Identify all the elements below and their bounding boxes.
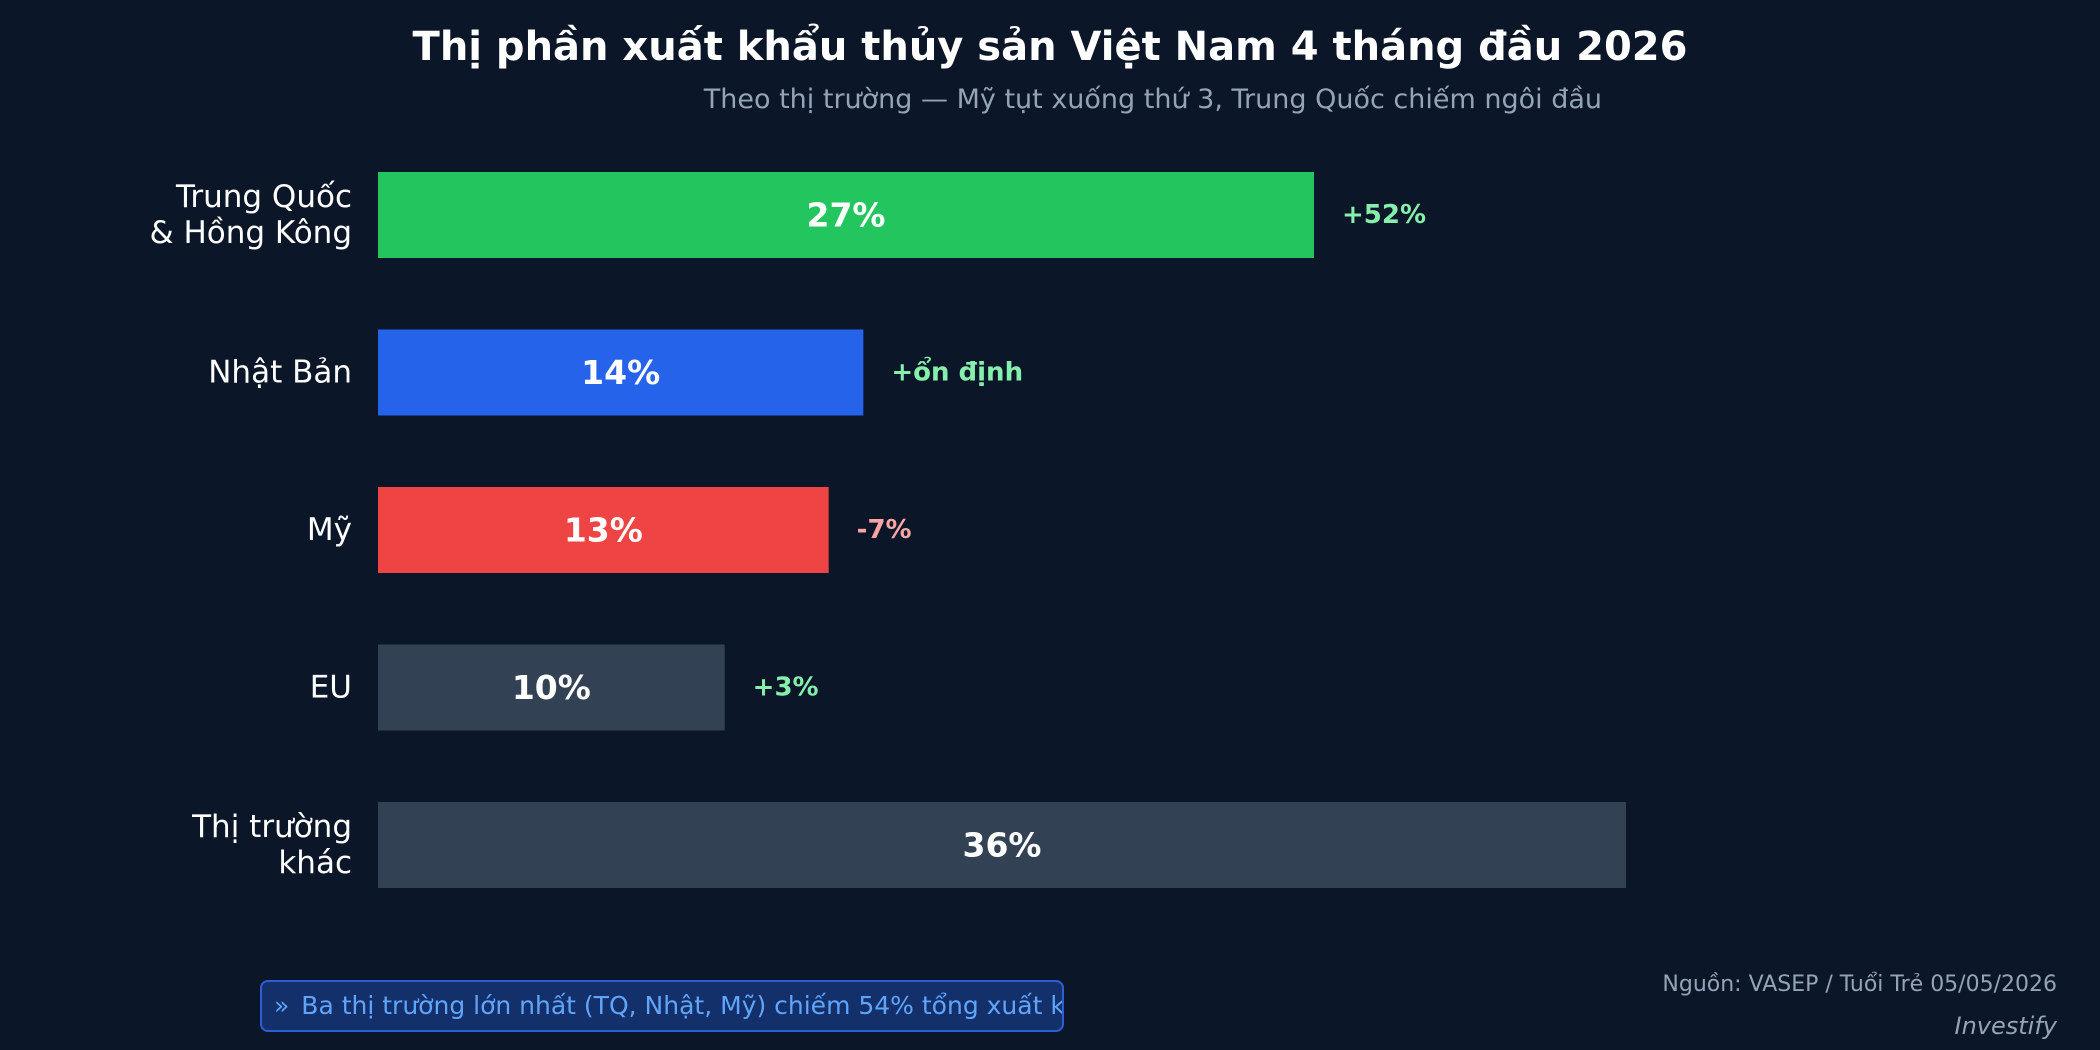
bar-my (378, 487, 829, 573)
bar-nhat-ban (378, 329, 864, 416)
change-label: -7% (857, 515, 912, 545)
category-label: Nhật Bản (208, 355, 352, 391)
bar-eu (378, 644, 725, 731)
category-label: Thị trường khác (191, 809, 352, 881)
change-label: +52% (1342, 200, 1426, 230)
chart-subtitle: Theo thị trường — Mỹ tụt xuống thứ 3, Tr… (703, 84, 1602, 115)
bar-trung-quoc-hong-kong (378, 172, 1314, 258)
source-note: Nguồn: VASEP / Tuổi Trẻ 05/05/2026 (1662, 972, 2057, 997)
change-label: +3% (753, 673, 819, 703)
category-label: Trung Quốc & Hồng Kông (149, 179, 352, 251)
change-label: +ổn định (891, 355, 1023, 388)
category-label: Mỹ (307, 512, 352, 548)
bar-value-label: 13% (564, 511, 643, 550)
category-label: EU (310, 670, 352, 706)
chart-title: Thị phần xuất khẩu thủy sản Việt Nam 4 t… (412, 24, 1688, 70)
chevron-right-icon: » (274, 991, 290, 1020)
bar-value-label: 36% (963, 826, 1042, 865)
callout-box: » Ba thị trường lớn nhất (TQ, Nhật, Mỹ) c… (260, 980, 1064, 1032)
bar-thi-truong-khac (378, 802, 1626, 888)
bar-value-label: 10% (512, 668, 591, 707)
callout-text: Ba thị trường lớn nhất (TQ, Nhật, Mỹ) ch… (301, 991, 1064, 1020)
bar-value-label: 27% (807, 196, 886, 235)
brand-mark: Investify (1954, 1012, 2058, 1040)
bar-value-label: 14% (581, 353, 660, 392)
